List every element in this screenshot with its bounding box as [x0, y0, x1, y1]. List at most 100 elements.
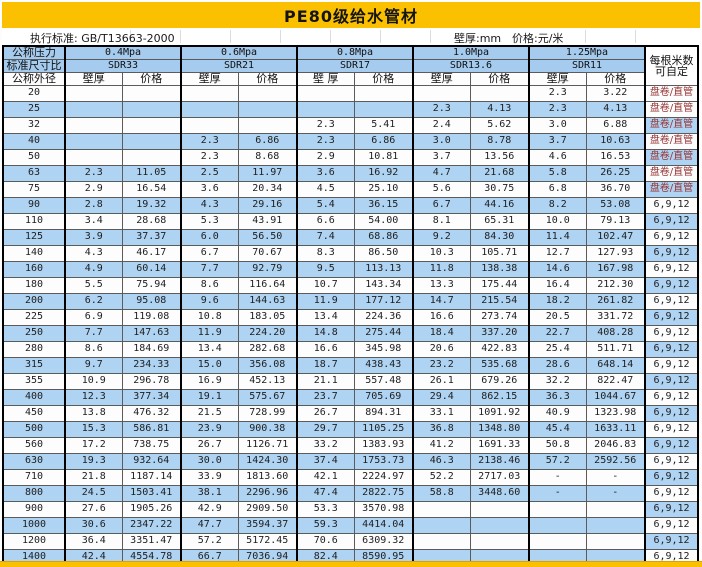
- cell-wall-thickness: 3.7: [528, 132, 587, 150]
- table-row: 200 6.2 95.08 9.6 144.63 11.9 177.12 14.7 215.54…: [2, 292, 699, 310]
- cell-price: 557.48: [353, 372, 414, 390]
- cell-length-options: 盘卷/直管: [644, 164, 699, 182]
- cell-price: 65.31: [469, 212, 530, 230]
- cell-wall-thickness: 8.2: [528, 196, 587, 214]
- cell-outer-diameter: 560: [2, 436, 66, 454]
- cell-outer-diameter: 225: [2, 308, 66, 326]
- cell-price: 261.82: [585, 292, 646, 310]
- cell-price: 422.83: [469, 340, 530, 358]
- cell-wall-thickness: 7.4: [296, 228, 355, 246]
- cell-price: [237, 84, 298, 102]
- cell-price: 2717.03: [469, 468, 530, 486]
- cell-price: 105.71: [469, 244, 530, 262]
- cell-price: 75.94: [121, 276, 182, 294]
- cell-price: 86.50: [353, 244, 414, 262]
- cell-wall-thickness: 12.7: [528, 244, 587, 262]
- cell-price: [469, 532, 530, 550]
- cell-length-options: 6,9,12: [644, 244, 699, 262]
- cell-length-options: 6,9,12: [644, 212, 699, 230]
- cell-price: 20.34: [237, 180, 298, 198]
- column-header-row: 公称外径 壁厚 价格 壁厚 价格 壁 厚 价格 壁厚 价格 壁厚 价格: [2, 71, 698, 86]
- cell-price: 275.44: [353, 324, 414, 342]
- table-row: 225 6.9 119.08 10.8 183.05 13.4 224.36 16.6 273.…: [2, 308, 699, 326]
- cell-wall-thickness: 38.1: [180, 484, 239, 502]
- cell-outer-diameter: 1000: [2, 516, 66, 534]
- cell-length-options: 6,9,12: [644, 516, 699, 534]
- cell-outer-diameter: 200: [2, 292, 66, 310]
- gridline: [430, 30, 431, 43]
- cell-wall-thickness: 37.4: [296, 452, 355, 470]
- cell-wall-thickness: 3.4: [64, 212, 123, 230]
- cell-wall-thickness: 2.3: [180, 132, 239, 150]
- cell-price: 894.31: [353, 404, 414, 422]
- cell-price: 6.88: [585, 116, 646, 134]
- cell-wall-thickness: 2.3: [412, 100, 471, 118]
- wall-column-label: 壁厚: [180, 71, 239, 86]
- cell-wall-thickness: 70.6: [296, 532, 355, 550]
- cell-price: 25.10: [353, 180, 414, 198]
- cell-outer-diameter: 63: [2, 164, 66, 182]
- cell-price: 102.47: [585, 228, 646, 246]
- cell-wall-thickness: 52.2: [412, 468, 471, 486]
- cell-wall-thickness: 18.4: [412, 324, 471, 342]
- wall-unit-label: 壁厚:mm: [454, 32, 502, 45]
- cell-price: 8.68: [237, 148, 298, 166]
- cell-price: [469, 500, 530, 518]
- table-row: 280 8.6 184.69 13.4 282.68 16.6 345.98 20.6 422.…: [2, 340, 699, 358]
- cell-outer-diameter: 1200: [2, 532, 66, 550]
- cell-wall-thickness: 3.6: [296, 164, 355, 182]
- cell-wall-thickness: [64, 148, 123, 166]
- cell-price: 16.53: [585, 148, 646, 166]
- cell-price: 1503.41: [121, 484, 182, 502]
- page-title: PE80级给水管材: [2, 2, 700, 28]
- cell-price: 1323.98: [585, 404, 646, 422]
- cell-price: 3351.47: [121, 532, 182, 550]
- table-row: 75 2.9 16.54 3.6 20.34 4.5 25.10 5.6 30.75 6.8 36.…: [2, 180, 699, 198]
- cell-wall-thickness: 19.1: [180, 388, 239, 406]
- cell-length-options: 6,9,12: [644, 372, 699, 390]
- cell-price: [469, 84, 530, 102]
- table-row: 500 15.3 586.81 23.9 900.38 29.7 1105.25 36.8 13…: [2, 420, 699, 438]
- cell-wall-thickness: 2.3: [296, 116, 355, 134]
- cell-price: 862.15: [469, 388, 530, 406]
- cell-wall-thickness: 13.4: [180, 340, 239, 358]
- pressure-group-header: 1.25Mpa: [528, 45, 646, 60]
- cell-wall-thickness: 14.7: [412, 292, 471, 310]
- cell-price: 1424.30: [237, 452, 298, 470]
- cell-price: 648.14: [585, 356, 646, 374]
- cell-wall-thickness: 10.7: [296, 276, 355, 294]
- cell-wall-thickness: 2.3: [528, 84, 587, 102]
- cell-wall-thickness: 3.0: [528, 116, 587, 134]
- cell-price: 177.12: [353, 292, 414, 310]
- cell-wall-thickness: 5.4: [296, 196, 355, 214]
- standard-label: 执行标准: GB/T13663-2000: [30, 32, 175, 45]
- cell-price: 1383.93: [353, 436, 414, 454]
- cell-price: 900.38: [237, 420, 298, 438]
- cell-price: 273.74: [469, 308, 530, 326]
- price-column-label: 价格: [353, 71, 414, 86]
- cell-wall-thickness: 11.9: [296, 292, 355, 310]
- cell-outer-diameter: 900: [2, 500, 66, 518]
- sdr-group-header: SDR11: [528, 58, 646, 73]
- pressure-group-header: 1.0Mpa: [412, 45, 530, 60]
- cell-length-options: 盘卷/直管: [644, 148, 699, 166]
- cell-wall-thickness: 17.2: [64, 436, 123, 454]
- cell-outer-diameter: 110: [2, 212, 66, 230]
- sdr-header-row: 标准尺寸比 SDR33 SDR21 SDR17 SDR13.6 SDR11: [2, 58, 698, 73]
- cell-wall-thickness: 33.2: [296, 436, 355, 454]
- cell-outer-diameter: 450: [2, 404, 66, 422]
- cell-price: 2046.83: [585, 436, 646, 454]
- cell-price: 113.13: [353, 260, 414, 278]
- cell-price: 6.86: [353, 132, 414, 150]
- cell-wall-thickness: [296, 84, 355, 102]
- table-row: 250 7.7 147.63 11.9 224.20 14.8 275.44 18.4 337.…: [2, 324, 699, 342]
- pressure-row-label: 公称压力: [2, 45, 66, 60]
- cell-price: 5172.45: [237, 532, 298, 550]
- cell-price: 1105.25: [353, 420, 414, 438]
- cell-wall-thickness: [412, 84, 471, 102]
- cell-length-options: 6,9,12: [644, 452, 699, 470]
- pressure-group-header: 0.6Mpa: [180, 45, 298, 60]
- cell-price: 95.08: [121, 292, 182, 310]
- cell-length-options: 6,9,12: [644, 404, 699, 422]
- cell-wall-thickness: 20.6: [412, 340, 471, 358]
